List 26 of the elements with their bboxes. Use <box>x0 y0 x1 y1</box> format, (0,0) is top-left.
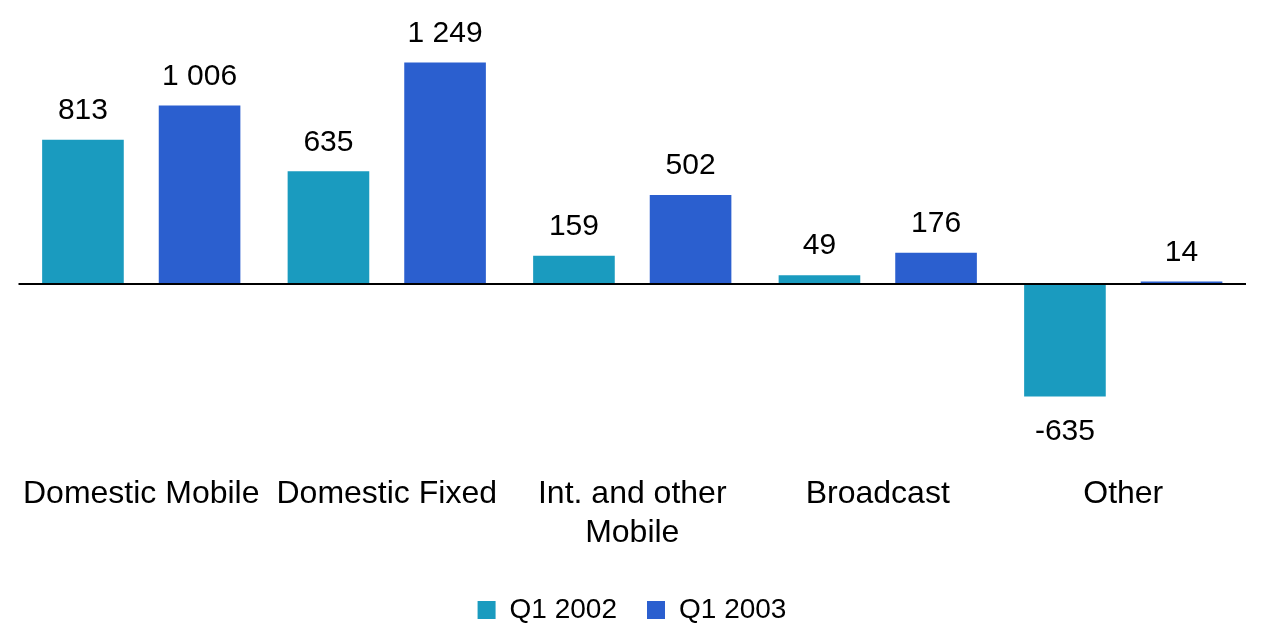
data-label: 635 <box>303 123 354 157</box>
bar <box>404 62 486 284</box>
bar <box>287 171 370 284</box>
bar <box>42 139 124 284</box>
bar <box>533 255 615 284</box>
bar <box>1024 283 1106 397</box>
x-tick-label: Int. and other Mobile <box>537 474 727 549</box>
x-tick-label: Broadcast <box>805 474 950 511</box>
bar <box>158 105 241 284</box>
x-tick-label: Other <box>1083 474 1164 511</box>
x-tick-label: Domestic Fixed <box>276 474 498 511</box>
legend-label: Q1 2002 <box>509 592 617 624</box>
bar <box>778 275 861 284</box>
legend-label: Q1 2003 <box>679 592 787 624</box>
data-label: 49 <box>802 227 837 261</box>
data-label: 176 <box>911 204 962 238</box>
bar <box>895 252 977 284</box>
data-label: 1 006 <box>162 57 238 91</box>
data-label: 159 <box>548 208 599 241</box>
data-label: 14 <box>1164 233 1199 267</box>
data-label: 502 <box>665 147 716 181</box>
bar <box>649 194 732 284</box>
x-tick-label: Domestic Mobile <box>23 474 260 511</box>
data-label: 813 <box>57 92 108 126</box>
data-label: 1 249 <box>407 14 483 48</box>
data-label: -635 <box>1034 412 1095 446</box>
